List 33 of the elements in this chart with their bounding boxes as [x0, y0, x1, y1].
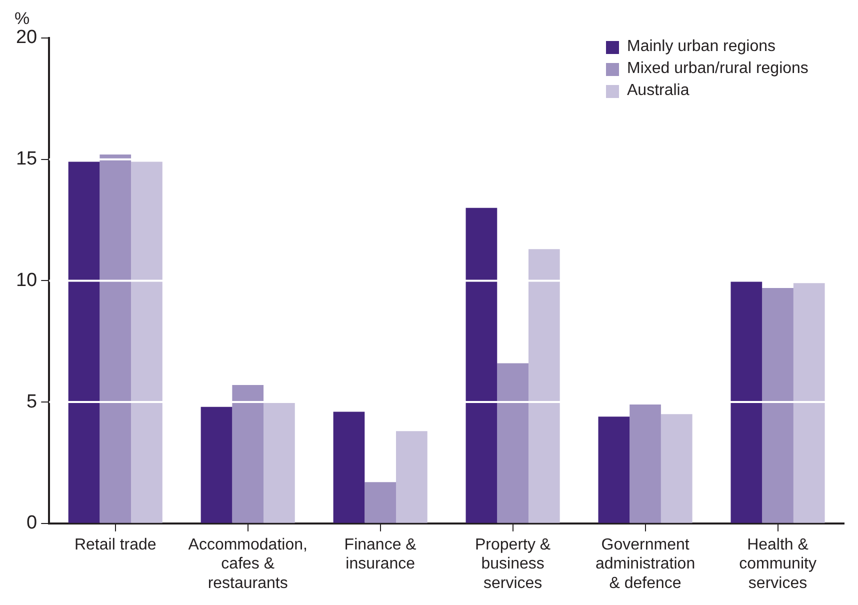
legend-label: Mixed urban/rural regions — [627, 59, 808, 79]
bar — [730, 280, 762, 523]
x-tick-label: Finance & insurance — [344, 536, 417, 573]
y-tick-label: 20 — [16, 27, 38, 48]
bar — [762, 288, 794, 523]
y-tick-label: 0 — [26, 512, 38, 534]
legend-label: Mainly urban regions — [627, 37, 776, 57]
bar — [333, 412, 365, 523]
bar — [660, 414, 692, 523]
bar — [528, 249, 560, 523]
y-tick-label: 10 — [16, 270, 38, 291]
bar — [598, 416, 630, 523]
bar — [793, 283, 825, 523]
bar — [466, 208, 498, 523]
bar — [497, 363, 528, 523]
x-tick-label: Property & business services — [475, 536, 551, 592]
y-axis-title: % — [14, 9, 30, 28]
y-tick-label: 5 — [26, 391, 38, 412]
x-tick-label: Accommodation, cafes & restaurants — [188, 536, 308, 592]
bar — [200, 406, 232, 523]
bar — [396, 431, 428, 523]
x-tick-label: Retail trade — [74, 536, 156, 554]
x-tick-label: Government administration & defence — [595, 536, 696, 592]
bar — [131, 162, 162, 523]
bar — [232, 385, 264, 523]
bar — [364, 482, 396, 523]
y-tick-label: 15 — [16, 148, 38, 170]
bar — [68, 162, 100, 523]
x-tick-label: Health & community services — [739, 536, 816, 592]
bar — [100, 154, 132, 523]
bar — [630, 404, 661, 523]
legend-label: Australia — [627, 81, 690, 101]
bar — [264, 402, 295, 523]
